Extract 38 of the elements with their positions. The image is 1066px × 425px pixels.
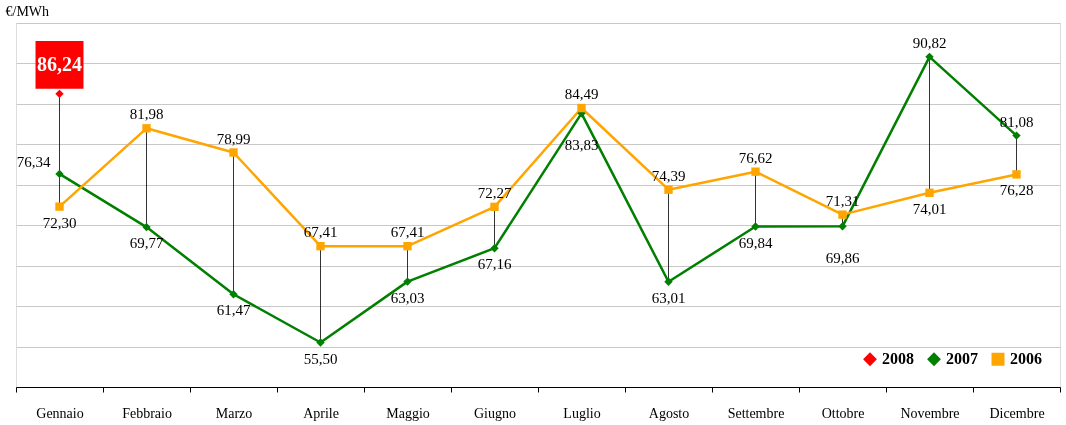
data-label: 63,01 bbox=[651, 289, 686, 306]
x-tick-label: Settembre bbox=[727, 405, 785, 421]
x-tick-label: Agosto bbox=[648, 405, 690, 421]
x-tick-label: Novembre bbox=[900, 405, 960, 421]
data-label: 78,99 bbox=[216, 130, 251, 147]
x-tick-label: Marzo bbox=[215, 405, 253, 421]
x-tick-label: Ottobre bbox=[821, 405, 865, 421]
data-label: 76,62 bbox=[738, 149, 773, 166]
data-label: 63,03 bbox=[390, 289, 425, 306]
data-label: 61,47 bbox=[216, 302, 251, 319]
legend-label: 2007 bbox=[946, 350, 978, 368]
data-label: 55,50 bbox=[303, 350, 338, 367]
x-tick-label: Maggio bbox=[386, 405, 430, 421]
data-label: 74,01 bbox=[912, 200, 947, 217]
x-tick-label: Giugno bbox=[474, 405, 516, 421]
data-label: 81,08 bbox=[999, 113, 1034, 130]
data-label: 84,49 bbox=[564, 86, 599, 103]
data-label: 72,30 bbox=[42, 214, 77, 231]
data-label: 81,98 bbox=[129, 106, 164, 123]
data-label: 90,82 bbox=[912, 34, 947, 51]
data-label: 67,41 bbox=[390, 224, 425, 241]
legend-label: 2008 bbox=[882, 350, 914, 368]
data-label: 69,77 bbox=[129, 235, 164, 252]
data-label: 69,84 bbox=[738, 234, 773, 251]
data-label: 74,39 bbox=[651, 167, 686, 184]
y-axis-title: €/MWh bbox=[5, 4, 50, 19]
data-label: 76,28 bbox=[999, 182, 1034, 199]
legend-label: 2006 bbox=[1010, 350, 1042, 368]
x-tick-label: Gennaio bbox=[36, 405, 84, 421]
data-label: 86,24 bbox=[37, 52, 82, 75]
x-tick-label: Aprile bbox=[303, 405, 339, 421]
data-label: 67,16 bbox=[477, 256, 512, 273]
data-label: 83,83 bbox=[564, 137, 599, 154]
data-label: 69,86 bbox=[825, 250, 860, 267]
data-label: 76,34 bbox=[16, 153, 51, 170]
x-tick-label: Luglio bbox=[563, 405, 601, 421]
x-tick-label: Febbraio bbox=[122, 405, 172, 421]
x-tick-label: Dicembre bbox=[989, 405, 1045, 421]
